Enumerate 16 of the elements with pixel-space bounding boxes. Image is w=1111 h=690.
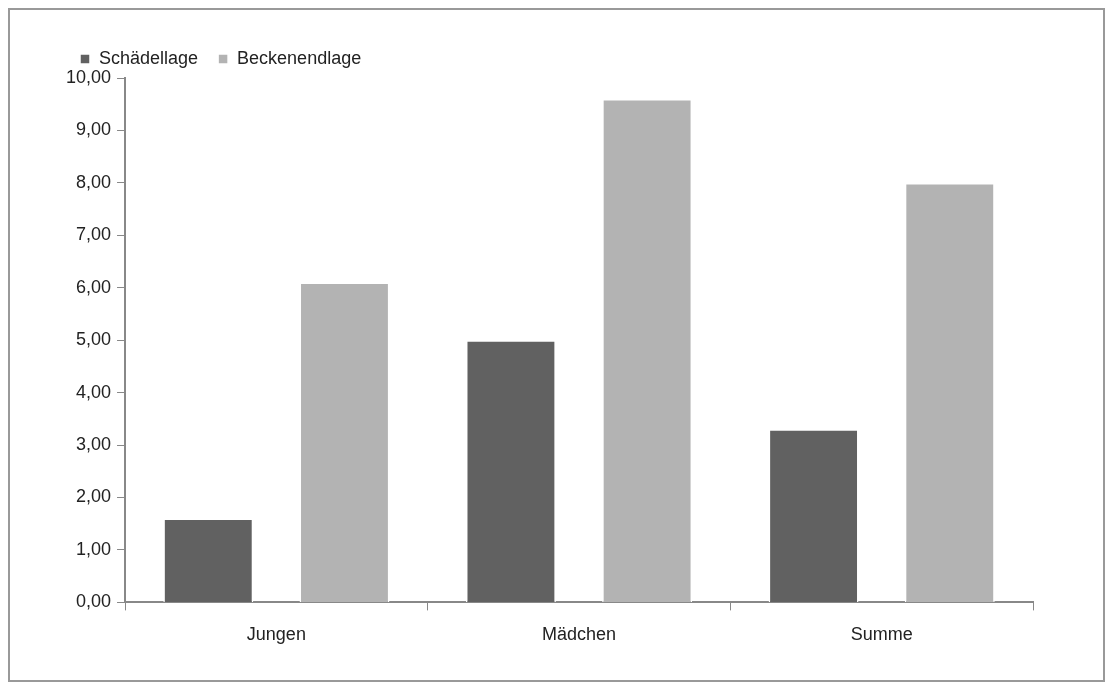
x-tick-label: Summe	[850, 624, 913, 645]
x-tick-label: Jungen	[246, 624, 306, 645]
y-tick-label: 1,00	[76, 538, 112, 559]
legend-label: Schädellage	[99, 47, 199, 68]
y-tick-label: 0,00	[76, 591, 112, 612]
y-tick-label: 2,00	[76, 486, 112, 507]
y-tick-label: 7,00	[76, 224, 112, 245]
y-tick-label: 5,00	[76, 329, 112, 350]
y-tick-label: 6,00	[76, 276, 112, 297]
y-tick-label: 8,00	[76, 171, 112, 192]
x-tick-label: Mädchen	[541, 624, 617, 645]
y-tick-label: 10,00	[66, 66, 112, 87]
y-tick-label: 4,00	[76, 381, 112, 402]
legend-label: Beckenendlage	[237, 47, 362, 68]
y-tick-label: 3,00	[76, 434, 112, 455]
y-tick-label: 9,00	[76, 119, 112, 140]
